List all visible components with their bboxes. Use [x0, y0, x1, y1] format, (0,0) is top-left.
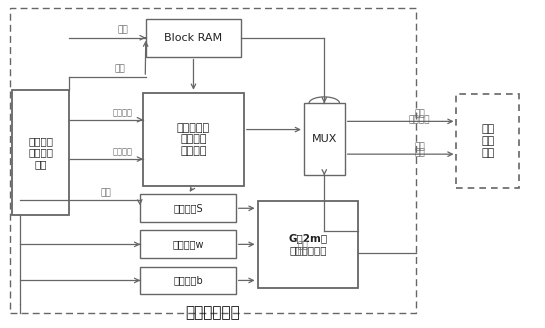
- Text: 输出: 输出: [414, 148, 425, 157]
- Text: 数据: 数据: [114, 64, 125, 73]
- Text: G（2m）
迭代运算电路: G（2m） 迭代运算电路: [288, 234, 328, 255]
- Text: 报文: 报文: [414, 110, 425, 119]
- Bar: [304, 103, 344, 175]
- Bar: [140, 266, 235, 295]
- Bar: [140, 230, 235, 258]
- Text: 数据指示: 数据指示: [113, 147, 132, 156]
- Bar: [10, 8, 416, 313]
- Text: 数据: 数据: [117, 25, 128, 34]
- Text: 同步类型: 同步类型: [113, 108, 132, 117]
- Text: 寄存器组b: 寄存器组b: [173, 276, 203, 285]
- Text: 寄存器组w: 寄存器组w: [172, 239, 204, 249]
- Text: 迭代: 迭代: [297, 241, 308, 250]
- Bar: [146, 19, 241, 56]
- Bar: [257, 201, 359, 288]
- Text: 同步判断模块: 同步判断模块: [185, 305, 240, 320]
- Text: 报文
解析
单元: 报文 解析 单元: [481, 124, 494, 158]
- Text: 同步判断
模块接收
单元: 同步判断 模块接收 单元: [28, 136, 53, 169]
- Text: 系统时序及
编码类型
控制电路: 系统时序及 编码类型 控制电路: [177, 123, 210, 156]
- Text: MUX: MUX: [312, 134, 337, 144]
- Text: 输出: 输出: [297, 247, 308, 256]
- Text: 数据: 数据: [101, 188, 112, 197]
- Bar: [140, 194, 235, 222]
- Bar: [457, 94, 519, 188]
- Text: 编码: 编码: [414, 142, 425, 152]
- Bar: [12, 90, 70, 215]
- Text: Block RAM: Block RAM: [165, 33, 222, 43]
- Text: 类型指示: 类型指示: [409, 115, 431, 125]
- Bar: [143, 93, 244, 186]
- Text: 寄存器组S: 寄存器组S: [173, 203, 203, 213]
